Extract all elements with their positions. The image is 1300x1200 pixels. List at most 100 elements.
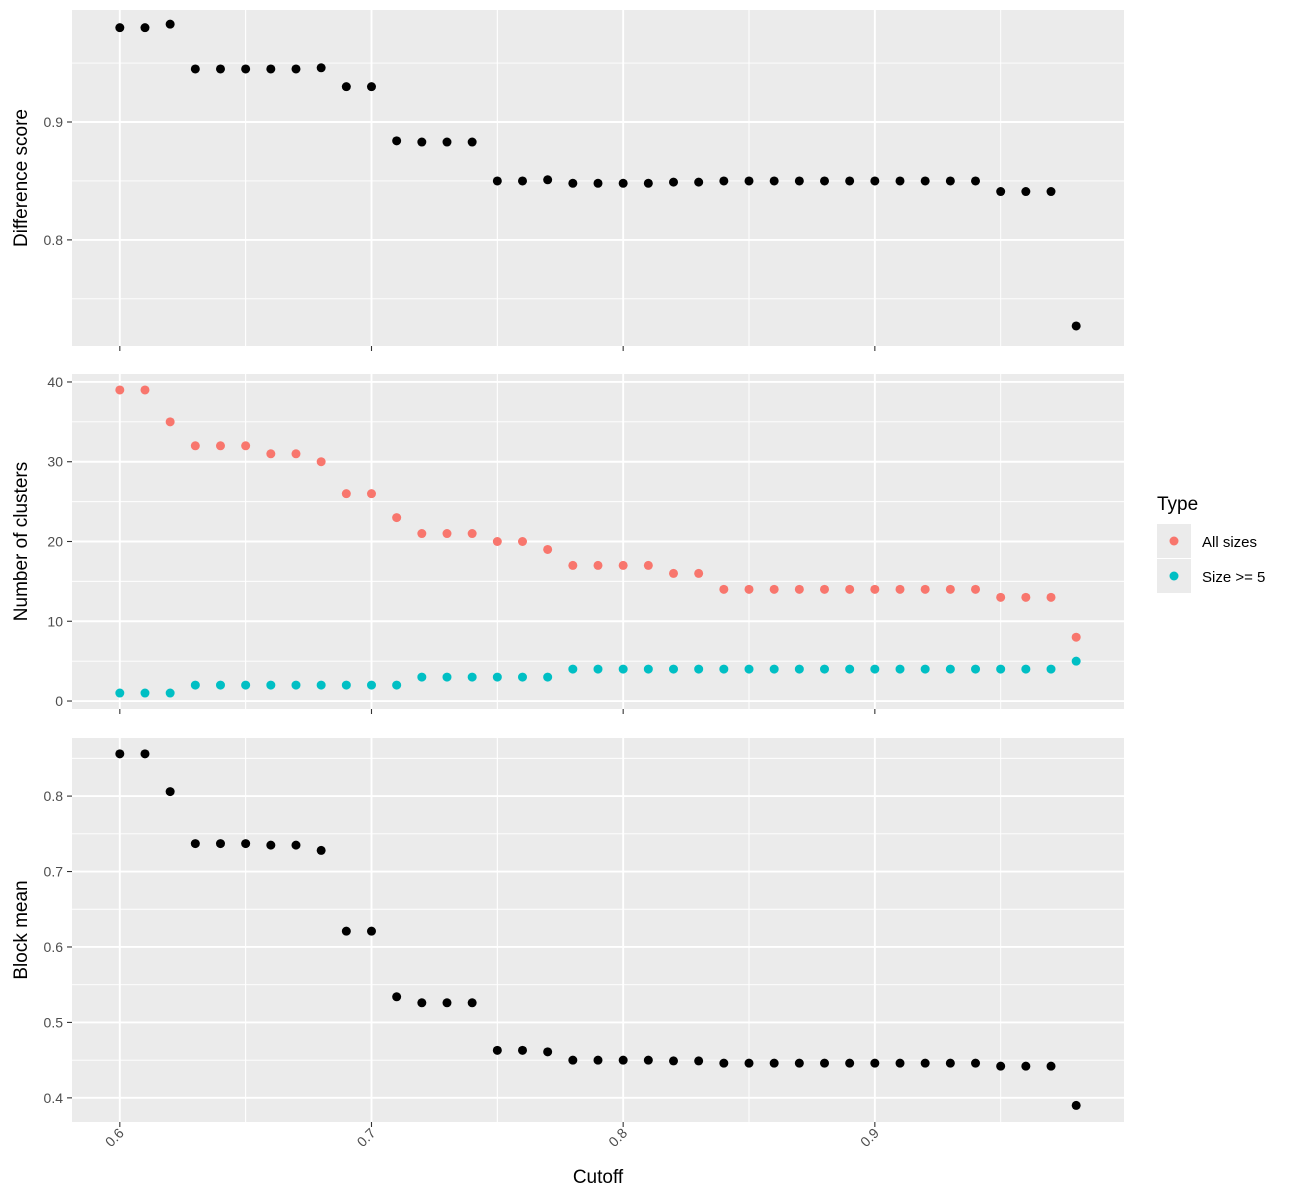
y-tick-label: 0.8 (44, 788, 64, 804)
data-point-series (1046, 1061, 1056, 1071)
data-point-series (971, 1058, 981, 1068)
legend-title: Type (1157, 494, 1198, 515)
legend-key-all-sizes (1169, 536, 1179, 546)
data-point-series (291, 64, 301, 74)
data-point-size-5 (442, 672, 452, 682)
data-point-size-5 (920, 664, 930, 674)
data-point-size-5 (820, 664, 830, 674)
data-point-all-sizes (316, 457, 326, 467)
y-tick-label: 40 (47, 374, 63, 390)
y-axis-title-difference-score: Difference score (11, 109, 32, 247)
data-point-all-sizes (568, 560, 578, 570)
data-point-series (543, 175, 553, 185)
data-point-all-sizes (593, 560, 603, 570)
data-point-series (1021, 1061, 1031, 1071)
data-point-all-sizes (266, 449, 276, 459)
data-point-series (467, 998, 477, 1008)
data-point-all-sizes (643, 560, 653, 570)
y-tick-label: 0 (55, 693, 63, 709)
data-point-size-5 (694, 664, 704, 674)
data-point-series (266, 64, 276, 74)
data-point-series (845, 1058, 855, 1068)
data-point-series (417, 137, 427, 147)
data-point-all-sizes (744, 584, 754, 594)
data-point-series (920, 176, 930, 186)
data-point-size-5 (618, 664, 628, 674)
data-point-series (568, 1055, 578, 1065)
data-point-size-5 (366, 680, 376, 690)
y-tick-label: 0.6 (44, 939, 64, 955)
data-point-series (820, 1058, 830, 1068)
data-point-series (341, 82, 351, 92)
data-point-size-5 (190, 680, 200, 690)
data-point-series (794, 1058, 804, 1068)
data-point-series (618, 178, 628, 188)
data-point-size-5 (794, 664, 804, 674)
data-point-size-5 (467, 672, 477, 682)
data-point-series (669, 1056, 679, 1066)
data-point-size-5 (719, 664, 729, 674)
data-point-all-sizes (669, 568, 679, 578)
data-point-size-5 (845, 664, 855, 674)
data-point-series (442, 998, 452, 1008)
data-point-series (920, 1058, 930, 1068)
data-point-size-5 (517, 672, 527, 682)
data-point-all-sizes (794, 584, 804, 594)
data-point-all-sizes (417, 529, 427, 539)
data-point-size-5 (115, 688, 125, 698)
data-point-all-sizes (392, 513, 402, 523)
data-point-all-sizes (291, 449, 301, 459)
data-point-series (543, 1047, 553, 1057)
data-point-all-sizes (1021, 592, 1031, 602)
x-tick-label: 0.6 (102, 1125, 127, 1150)
data-point-size-5 (392, 680, 402, 690)
data-point-size-5 (1046, 664, 1056, 674)
data-point-size-5 (744, 664, 754, 674)
y-tick-label: 10 (47, 613, 63, 629)
data-point-series (190, 64, 200, 74)
x-tick-label: 0.9 (857, 1125, 882, 1150)
data-point-series (1046, 187, 1056, 197)
data-point-series (643, 178, 653, 188)
data-point-all-sizes (115, 385, 125, 395)
data-point-all-sizes (492, 537, 502, 546)
data-point-series (517, 1045, 527, 1055)
y-tick-label: 0.8 (44, 232, 64, 248)
data-point-series (241, 64, 251, 74)
data-point-series (241, 839, 251, 849)
data-point-series (996, 187, 1006, 197)
data-point-size-5 (241, 680, 251, 690)
y-tick-label: 0.9 (44, 114, 64, 130)
data-point-series (266, 840, 276, 850)
data-point-size-5 (215, 680, 225, 690)
data-point-all-sizes (241, 441, 251, 451)
data-point-series (115, 23, 125, 33)
y-axis-title-block-mean: Block mean (11, 880, 32, 979)
data-point-series (316, 63, 326, 73)
data-point-all-sizes (618, 560, 628, 570)
y-tick-label: 20 (47, 534, 63, 550)
data-point-series (719, 176, 729, 186)
data-point-all-sizes (366, 489, 376, 499)
data-point-series (165, 787, 175, 797)
data-point-size-5 (568, 664, 578, 674)
data-point-size-5 (266, 680, 276, 690)
data-point-all-sizes (920, 584, 930, 594)
data-point-size-5 (543, 672, 553, 682)
data-point-series (442, 137, 452, 147)
data-point-series (316, 845, 326, 855)
data-point-size-5 (669, 664, 679, 674)
data-point-all-sizes (165, 417, 175, 427)
data-point-size-5 (643, 664, 653, 674)
legend-key-size-5 (1169, 571, 1179, 581)
data-point-size-5 (996, 664, 1006, 674)
data-point-series (492, 1045, 502, 1055)
panel-difference-score: 0.8 0.9 Difference score (11, 10, 1124, 351)
data-point-size-5 (769, 664, 779, 674)
data-point-size-5 (1021, 664, 1031, 674)
x-tick-label: 0.7 (354, 1125, 379, 1150)
data-point-size-5 (165, 688, 175, 698)
data-point-size-5 (971, 664, 981, 674)
data-point-series (215, 839, 225, 849)
